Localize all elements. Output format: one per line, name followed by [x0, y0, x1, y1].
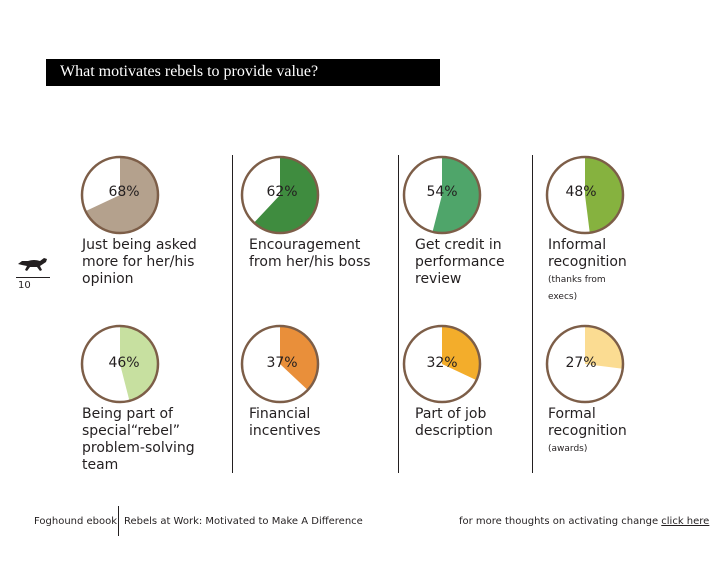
category-label: Informal recognition (thanks from execs) [548, 237, 627, 306]
value-label: 46% [108, 355, 140, 371]
pie-slice [85, 157, 159, 233]
pie-outline [240, 324, 320, 404]
page-marker: 10 [16, 255, 50, 295]
pie-svg [240, 324, 320, 404]
pie-svg [545, 324, 625, 404]
footer-right: for more thoughts on activating change c… [459, 516, 709, 527]
pie-slice [120, 326, 159, 401]
pie-slice [432, 157, 480, 233]
footer-divider [118, 506, 119, 536]
category-label-text: Encouragement from her/his boss [249, 237, 371, 270]
pie-slice [280, 326, 318, 391]
footer-center: Rebels at Work: Motivated to Make A Diff… [124, 516, 363, 527]
category-note: (thanks from execs) [548, 275, 606, 302]
category-label-text: Financial incentives [249, 406, 321, 439]
page-title: What motivates rebels to provide value? [60, 63, 319, 80]
page-rule [16, 277, 50, 278]
category-label: Being part of special“rebel” problem-sol… [82, 406, 195, 474]
pie-chart [545, 324, 625, 404]
category-label: Part of job description [415, 406, 493, 440]
pie-svg [402, 155, 482, 235]
category-label: Financial incentives [249, 406, 321, 440]
pie-outline [80, 155, 160, 235]
click-here-link[interactable]: click here [661, 516, 710, 527]
column-divider [398, 155, 399, 473]
category-label-text: Being part of special“rebel” problem-sol… [82, 406, 195, 473]
footer-left: Foghound ebook [34, 516, 118, 527]
column-divider [232, 155, 233, 473]
value-label: 27% [565, 355, 597, 371]
running-dog-logo-icon [18, 258, 47, 271]
value-label: 62% [266, 184, 298, 200]
pie-outline [545, 324, 625, 404]
footer-right-text: for more thoughts on activating change [459, 516, 659, 527]
pie-outline [402, 155, 482, 235]
pie-outline [545, 155, 625, 235]
pie-outline [80, 324, 160, 404]
pie-slice [585, 157, 623, 233]
pie-chart [402, 324, 482, 404]
category-label-text: Informal recognition [548, 237, 627, 270]
pie-svg [240, 155, 320, 235]
pie-svg [402, 324, 482, 404]
value-label: 68% [108, 184, 140, 200]
pie-chart [80, 324, 160, 404]
pie-chart [240, 324, 320, 404]
category-label-text: Get credit in performance review [415, 237, 505, 287]
pie-chart [240, 155, 320, 235]
pie-slice [585, 326, 623, 369]
category-label-text: Formal recognition [548, 406, 627, 439]
value-label: 32% [426, 355, 458, 371]
pie-outline [240, 155, 320, 235]
pie-svg [80, 155, 160, 235]
pie-svg [545, 155, 625, 235]
category-label-text: Part of job description [415, 406, 493, 439]
category-label-text: Just being asked more for her/his opinio… [82, 237, 197, 287]
category-label: Get credit in performance review [415, 237, 505, 288]
pie-chart [402, 155, 482, 235]
category-label: Formal recognition (awards) [548, 406, 627, 458]
value-label: 54% [426, 184, 458, 200]
pie-chart [80, 155, 160, 235]
pie-slice [253, 157, 319, 233]
pie-outline [402, 324, 482, 404]
pie-svg [80, 324, 160, 404]
value-label: 37% [266, 355, 298, 371]
title-bar: What motivates rebels to provide value? [46, 59, 440, 86]
category-label: Just being asked more for her/his opinio… [82, 237, 197, 288]
pie-chart [545, 155, 625, 235]
value-label: 48% [565, 184, 597, 200]
page-number: 10 [18, 280, 31, 291]
column-divider [532, 155, 533, 473]
category-note: (awards) [548, 444, 588, 454]
category-label: Encouragement from her/his boss [249, 237, 371, 271]
